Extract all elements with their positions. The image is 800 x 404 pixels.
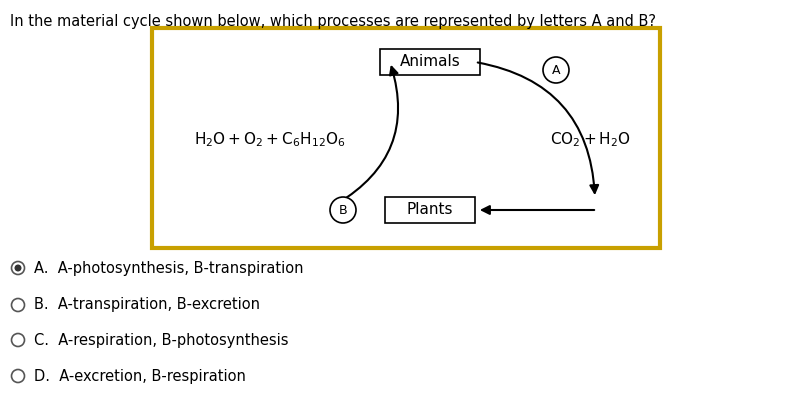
Circle shape — [11, 333, 25, 347]
Text: Animals: Animals — [400, 55, 460, 69]
Text: C.  A-respiration, B-photosynthesis: C. A-respiration, B-photosynthesis — [34, 332, 289, 347]
Circle shape — [11, 299, 25, 311]
Circle shape — [11, 261, 25, 274]
Text: In the material cycle shown below, which processes are represented by letters A : In the material cycle shown below, which… — [10, 14, 656, 29]
Text: A.  A-photosynthesis, B-transpiration: A. A-photosynthesis, B-transpiration — [34, 261, 303, 276]
Circle shape — [11, 370, 25, 383]
Text: Plants: Plants — [406, 202, 454, 217]
Text: $\mathrm{H_2O + O_2 + C_6H_{12}O_6}$: $\mathrm{H_2O + O_2 + C_6H_{12}O_6}$ — [194, 130, 346, 149]
Bar — [380, 49, 480, 75]
Circle shape — [14, 265, 22, 271]
Text: D.  A-excretion, B-respiration: D. A-excretion, B-respiration — [34, 368, 246, 383]
Text: B.  A-transpiration, B-excretion: B. A-transpiration, B-excretion — [34, 297, 260, 313]
Bar — [152, 28, 660, 248]
Text: $\mathrm{CO_2 + H_2O}$: $\mathrm{CO_2 + H_2O}$ — [550, 130, 630, 149]
Circle shape — [330, 197, 356, 223]
Circle shape — [543, 57, 569, 83]
Bar — [385, 197, 475, 223]
Text: A: A — [552, 63, 560, 76]
Text: B: B — [338, 204, 347, 217]
